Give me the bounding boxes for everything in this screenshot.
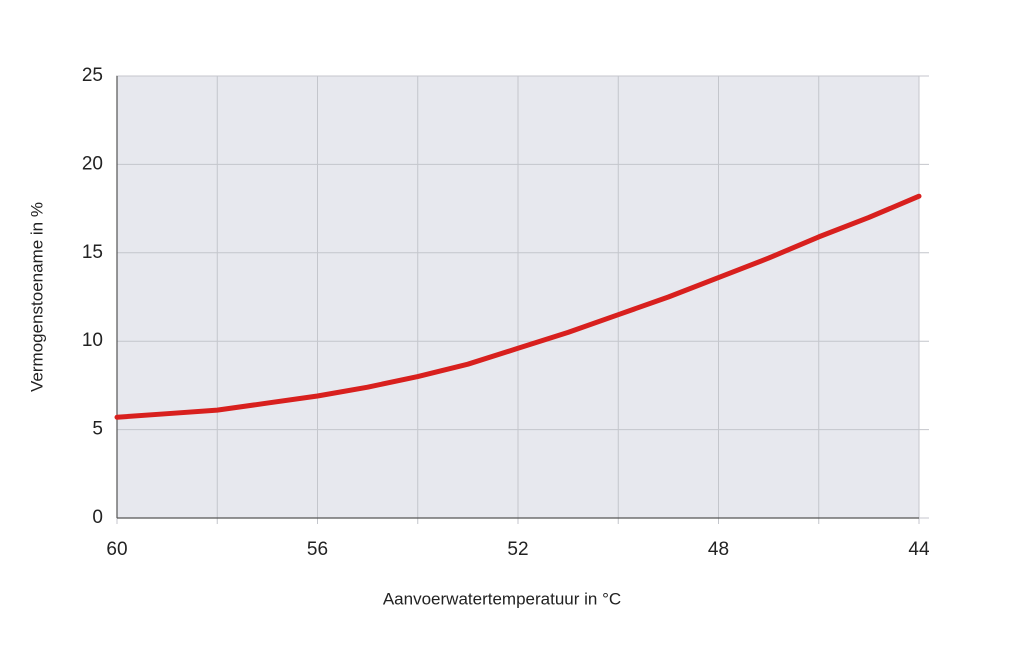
x-tick-label: 52 — [507, 539, 528, 560]
x-tick-label: 44 — [908, 539, 930, 560]
y-tick-label: 25 — [82, 65, 103, 86]
y-tick-label: 15 — [82, 242, 103, 263]
x-tick-label: 56 — [307, 539, 328, 560]
y-tick-label: 20 — [82, 153, 103, 174]
y-tick-label: 5 — [92, 419, 103, 440]
x-tick-label: 60 — [106, 539, 127, 560]
y-axis-label: Vermogenstoename in % — [27, 202, 46, 392]
x-tick-label: 48 — [708, 539, 729, 560]
y-tick-label: 10 — [82, 330, 103, 351]
y-tick-label: 0 — [92, 507, 103, 528]
data-line — [114, 193, 922, 420]
x-axis-label: Aanvoerwatertemperatuur in °C — [383, 589, 621, 608]
